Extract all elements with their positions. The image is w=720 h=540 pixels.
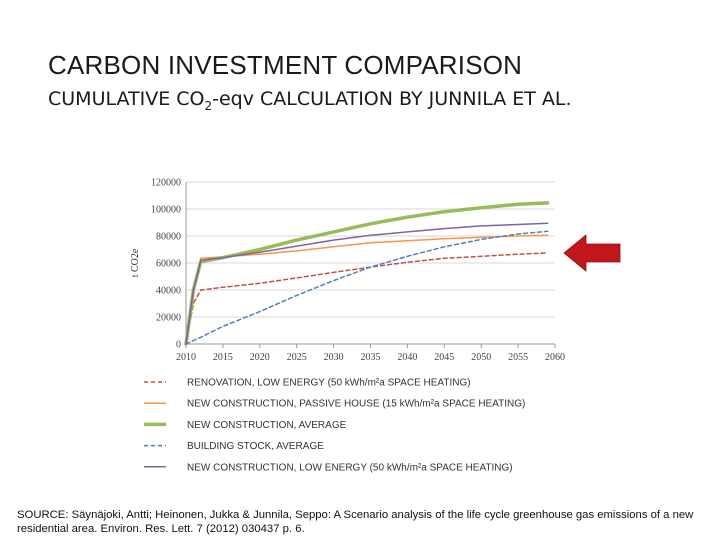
y-tick-label: 100000: [151, 205, 181, 216]
source-citation: SOURCE: Säynäjoki, Antti; Heinonen, Jukk…: [17, 509, 694, 535]
legend-label: NEW CONSTRUCTION, PASSIVE HOUSE (15 kWh/…: [187, 399, 525, 410]
y-tick-label: 80000: [156, 232, 181, 243]
page-title: CARBON INVESTMENT COMPARISON: [48, 50, 523, 80]
legend-label: NEW CONSTRUCTION, AVERAGE: [187, 420, 347, 431]
page-subtitle: CUMULATIVE CO2-eqv CALCULATION BY JUNNIL…: [48, 88, 572, 113]
x-tick-label: 2035: [361, 352, 381, 363]
x-tick-label: 2020: [250, 352, 270, 363]
x-tick-label: 2050: [471, 352, 491, 363]
series-line-1: [185, 252, 549, 345]
x-tick-label: 2040: [397, 352, 417, 363]
chart-axes: 0 20000 40000 60000 80000 100000 120000 2010 201…: [130, 178, 565, 364]
x-tick-label: 2055: [508, 352, 528, 363]
y-tick-label: 0: [176, 340, 181, 351]
y-tick-label: 60000: [156, 259, 181, 270]
chart-legend: RENOVATION, LOW ENERGY (50 kWh/m²a SPACE…: [144, 378, 525, 473]
x-tick-label: 2030: [324, 352, 344, 363]
x-tick-label: 2025: [287, 352, 307, 363]
x-tick-label: 2015: [213, 352, 233, 363]
legend-label: NEW CONSTRUCTION, LOW ENERGY (50 kWh/m²a…: [187, 462, 513, 473]
x-tick-label: 2010: [176, 352, 196, 363]
y-axis-label: t CO2e: [130, 248, 141, 277]
x-tick-label: 2060: [545, 352, 565, 363]
series-line-5: [185, 222, 549, 345]
y-tick-label: 120000: [151, 178, 181, 189]
red-arrow-left-icon: [563, 234, 621, 272]
y-tick-label: 20000: [156, 313, 181, 324]
chart-series: [184, 201, 550, 346]
x-tick-label: 2045: [434, 352, 454, 363]
series-line-2: [185, 234, 549, 345]
series-line-4: [185, 230, 549, 345]
y-tick-label: 40000: [156, 286, 181, 297]
subtitle-text-before: CUMULATIVE CO: [48, 88, 205, 110]
subtitle-subscript: 2: [204, 98, 213, 113]
subtitle-text-after: -eqv CALCULATION BY JUNNILA ET AL.: [212, 88, 572, 110]
legend-label: RENOVATION, LOW ENERGY (50 kWh/m²a SPACE…: [187, 378, 471, 389]
legend-label: BUILDING STOCK, AVERAGE: [187, 441, 324, 452]
red-arrow-left-icon: [563, 234, 621, 272]
series-line-3: [184, 201, 550, 346]
